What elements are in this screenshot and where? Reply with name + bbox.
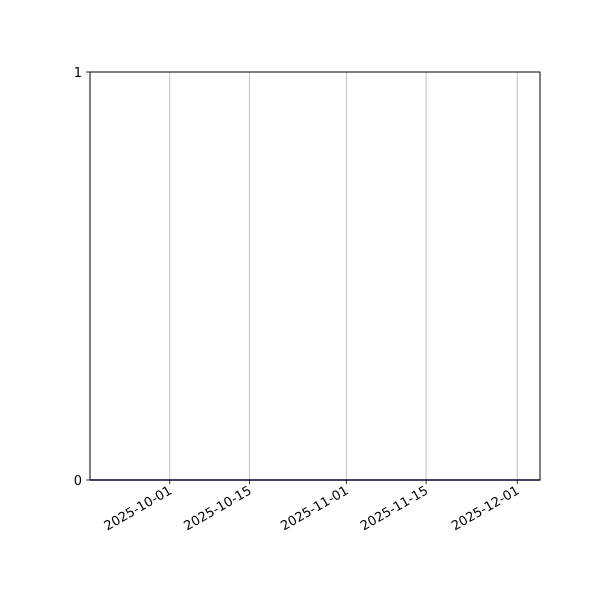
plot-frame — [89, 71, 541, 481]
x-tick-label: 2025-10-01 — [102, 483, 175, 534]
x-axis: 2025-10-01 2025-10-15 2025-11-01 2025-11-15… — [102, 480, 522, 534]
x-tick-label: 2025-10-15 — [182, 483, 255, 534]
x-tick-label: 2025-11-15 — [358, 483, 431, 534]
y-axis: 01 — [74, 66, 90, 489]
y-tick-label: 1 — [74, 66, 82, 81]
x-tick-label: 2025-11-01 — [278, 483, 351, 534]
grid — [169, 72, 518, 480]
y-tick-label: 0 — [74, 474, 82, 489]
x-tick-label: 2025-12-01 — [449, 483, 522, 534]
